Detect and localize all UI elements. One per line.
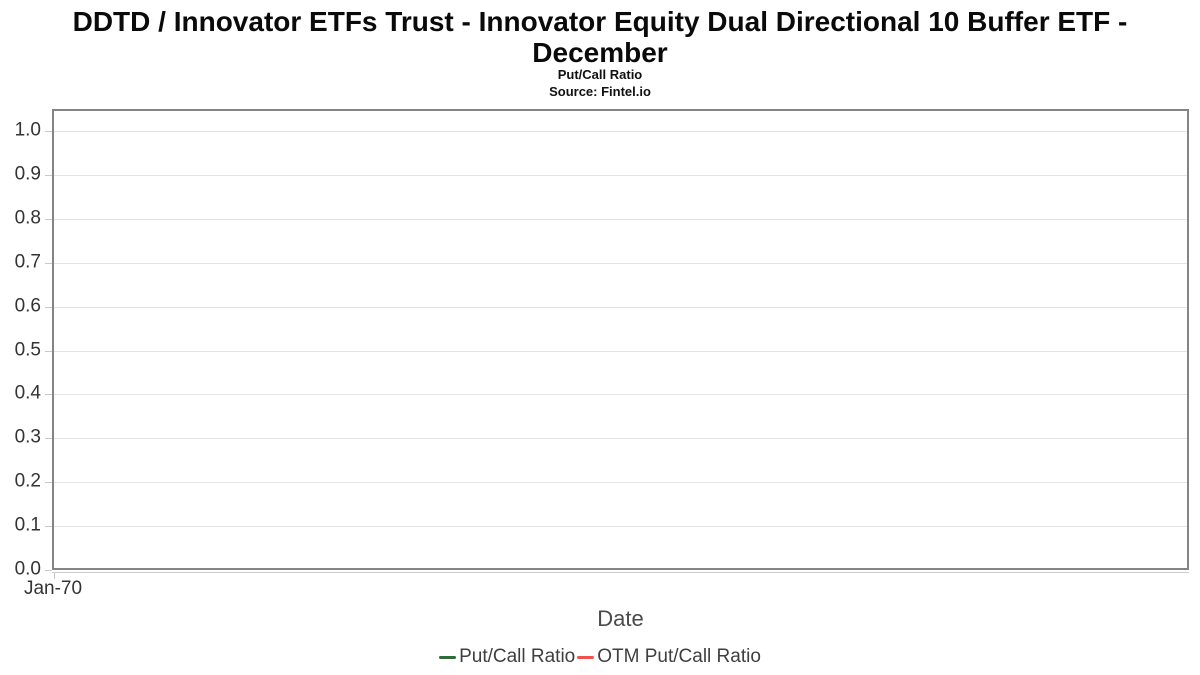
y-axis-tick bbox=[45, 438, 52, 440]
gridline bbox=[54, 438, 1187, 440]
y-tick-label: 0.8 bbox=[14, 207, 41, 229]
gridline bbox=[54, 394, 1187, 396]
y-tick-label: 0.4 bbox=[14, 382, 41, 404]
gridline bbox=[54, 482, 1187, 484]
y-tick-label: 0.6 bbox=[14, 295, 41, 317]
y-tick-label: 1.0 bbox=[14, 119, 41, 141]
y-tick-label: 0.1 bbox=[14, 514, 41, 536]
legend-line-marker-green bbox=[439, 655, 457, 659]
x-tick-label: Jan-70 bbox=[23, 578, 83, 599]
gridline bbox=[54, 262, 1187, 264]
plot-area bbox=[52, 109, 1189, 570]
y-axis-tick bbox=[45, 262, 52, 264]
y-axis-tick bbox=[45, 526, 52, 528]
gridline bbox=[54, 306, 1187, 308]
gridline bbox=[54, 174, 1187, 176]
y-axis-tick bbox=[45, 482, 52, 484]
chart-subtitle: Put/Call Ratio bbox=[557, 67, 643, 82]
y-tick-label: 0.5 bbox=[14, 339, 41, 361]
y-axis-tick bbox=[45, 350, 52, 352]
y-axis-tick bbox=[45, 218, 52, 220]
legend-item-otm-put-call-ratio[interactable]: OTM Put/Call Ratio bbox=[577, 646, 761, 668]
x-axis-title: Date bbox=[597, 606, 644, 631]
x-axis-line bbox=[52, 572, 1189, 573]
y-axis-tick bbox=[45, 394, 52, 396]
y-axis-tick bbox=[45, 131, 52, 132]
gridline bbox=[54, 131, 1187, 132]
gridline bbox=[54, 350, 1187, 352]
x-axis-tick bbox=[54, 573, 55, 579]
y-axis-tick bbox=[45, 174, 52, 176]
y-tick-label: 0.9 bbox=[14, 163, 41, 185]
legend-label: Put/Call Ratio bbox=[459, 646, 576, 667]
legend-label: OTM Put/Call Ratio bbox=[597, 646, 761, 667]
y-tick-label: 0.7 bbox=[14, 251, 41, 273]
chart-title: DDTD / Innovator ETFs Trust - Innovator … bbox=[72, 6, 1128, 68]
gridline bbox=[54, 218, 1187, 220]
y-tick-label: 0.2 bbox=[14, 470, 41, 492]
chart-legend: Put/Call Ratio OTM Put/Call Ratio bbox=[0, 646, 1200, 668]
y-axis-tick bbox=[45, 570, 52, 571]
gridlines bbox=[54, 111, 1187, 568]
legend-line-marker-red bbox=[577, 655, 595, 659]
chart-source-label: Source: Fintel.io bbox=[549, 84, 651, 99]
y-tick-label: 0.3 bbox=[14, 426, 41, 448]
gridline bbox=[54, 526, 1187, 528]
y-axis-tick bbox=[45, 306, 52, 308]
legend-item-put-call-ratio[interactable]: Put/Call Ratio bbox=[439, 646, 575, 668]
